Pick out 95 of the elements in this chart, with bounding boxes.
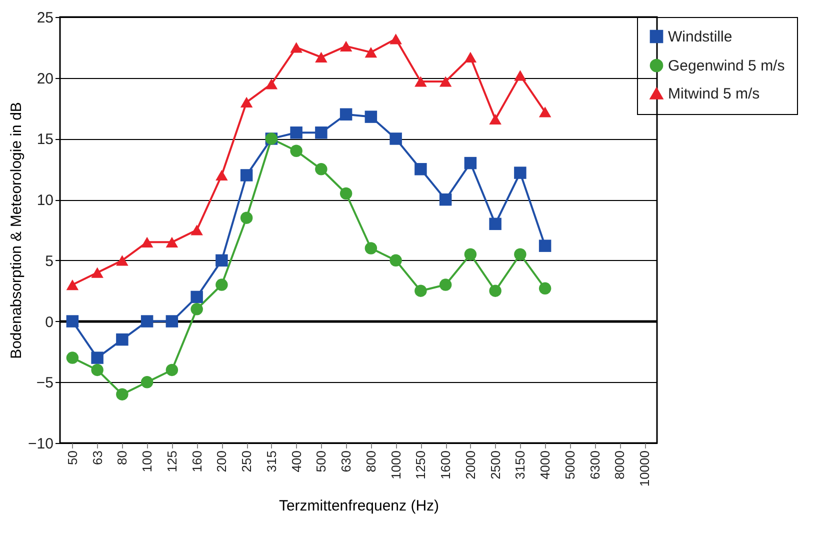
point bbox=[216, 278, 228, 291]
y-tick-label: 0 bbox=[45, 314, 54, 331]
point bbox=[514, 248, 526, 260]
x-tick-label: 400 bbox=[288, 450, 304, 472]
point bbox=[414, 284, 427, 297]
point bbox=[190, 303, 203, 316]
x-tick-label: 250 bbox=[239, 450, 254, 472]
x-tick-label: 50 bbox=[64, 450, 80, 465]
legend-label: Windstille bbox=[668, 28, 732, 46]
point bbox=[538, 106, 552, 118]
point bbox=[91, 267, 104, 278]
x-tick-label: 200 bbox=[214, 450, 230, 472]
point bbox=[140, 236, 154, 248]
point bbox=[315, 52, 328, 62]
point bbox=[364, 110, 378, 123]
point bbox=[66, 279, 79, 290]
point bbox=[66, 315, 79, 328]
point bbox=[116, 333, 128, 346]
y-tick-label: −5 bbox=[36, 374, 54, 392]
point bbox=[216, 254, 228, 267]
point bbox=[390, 254, 402, 267]
point bbox=[364, 242, 378, 254]
x-tick-label: 2000 bbox=[462, 450, 478, 480]
x-tick-label: 2500 bbox=[488, 450, 503, 480]
point bbox=[514, 166, 526, 179]
point bbox=[414, 163, 427, 176]
point bbox=[489, 218, 502, 230]
point bbox=[340, 187, 352, 200]
point bbox=[216, 170, 228, 181]
point bbox=[464, 248, 477, 260]
point bbox=[538, 240, 552, 252]
point bbox=[364, 46, 378, 58]
legend-label: Mitwind 5 m/s bbox=[668, 86, 760, 102]
x-tick-label: 125 bbox=[164, 450, 180, 472]
x-tick-label: 630 bbox=[338, 450, 354, 472]
point bbox=[116, 255, 128, 266]
x-tick-label: 4000 bbox=[538, 450, 553, 480]
point bbox=[190, 224, 203, 236]
y-tick-label: 15 bbox=[36, 131, 54, 148]
point bbox=[439, 76, 452, 87]
point bbox=[464, 156, 477, 170]
point bbox=[66, 352, 79, 364]
x-tick-label: 1250 bbox=[413, 450, 428, 480]
point bbox=[166, 364, 178, 376]
point bbox=[240, 212, 253, 224]
point bbox=[116, 388, 128, 400]
point bbox=[315, 163, 328, 176]
point bbox=[290, 126, 302, 139]
x-tick-label: 160 bbox=[189, 450, 204, 472]
x-tick-label: 5000 bbox=[562, 450, 578, 480]
y-axis-title: Bodenabsorption & Meteorologie in dB bbox=[8, 102, 26, 359]
x-tick-label: 500 bbox=[314, 450, 329, 472]
x-tick-label: 80 bbox=[114, 450, 130, 465]
point bbox=[91, 364, 104, 376]
x-tick-label: 1600 bbox=[438, 450, 454, 480]
y-tick-label: −10 bbox=[28, 436, 54, 452]
point bbox=[340, 40, 352, 52]
x-tick-label: 315 bbox=[264, 450, 279, 472]
point bbox=[514, 70, 526, 81]
point bbox=[489, 284, 502, 297]
point bbox=[290, 42, 302, 53]
point bbox=[240, 169, 253, 182]
x-tick-label: 800 bbox=[363, 450, 378, 472]
y-tick-label: 5 bbox=[45, 252, 54, 270]
point bbox=[464, 52, 477, 62]
point bbox=[140, 376, 154, 388]
point bbox=[538, 282, 552, 295]
point bbox=[190, 290, 203, 304]
x-tick-label: 63 bbox=[90, 450, 105, 465]
point bbox=[265, 78, 278, 90]
point bbox=[166, 315, 178, 328]
x-tick-label: 1000 bbox=[388, 450, 404, 480]
point bbox=[315, 126, 328, 139]
point bbox=[290, 144, 302, 157]
y-tick-label: 25 bbox=[36, 10, 54, 26]
x-tick-label: 6300 bbox=[587, 450, 602, 480]
x-tick-label: 100 bbox=[140, 450, 155, 472]
x-tick-label: 3150 bbox=[512, 450, 528, 480]
point bbox=[390, 34, 402, 44]
x-axis-title: Terzmittenfrequenz (Hz) bbox=[278, 498, 440, 515]
point bbox=[340, 108, 352, 120]
x-tick-label: 8000 bbox=[612, 450, 628, 480]
point bbox=[439, 193, 452, 206]
point bbox=[240, 96, 253, 108]
point bbox=[390, 132, 402, 145]
y-tick-label: 20 bbox=[36, 70, 54, 88]
point bbox=[489, 114, 502, 125]
point bbox=[91, 352, 104, 364]
point bbox=[439, 278, 452, 291]
point bbox=[166, 236, 178, 248]
y-tick-label: 10 bbox=[36, 192, 54, 210]
point bbox=[140, 315, 154, 328]
point bbox=[414, 76, 427, 87]
x-tick-label: 10000 bbox=[637, 450, 652, 487]
legend-label: Gegenwind 5 m/s bbox=[668, 58, 785, 74]
